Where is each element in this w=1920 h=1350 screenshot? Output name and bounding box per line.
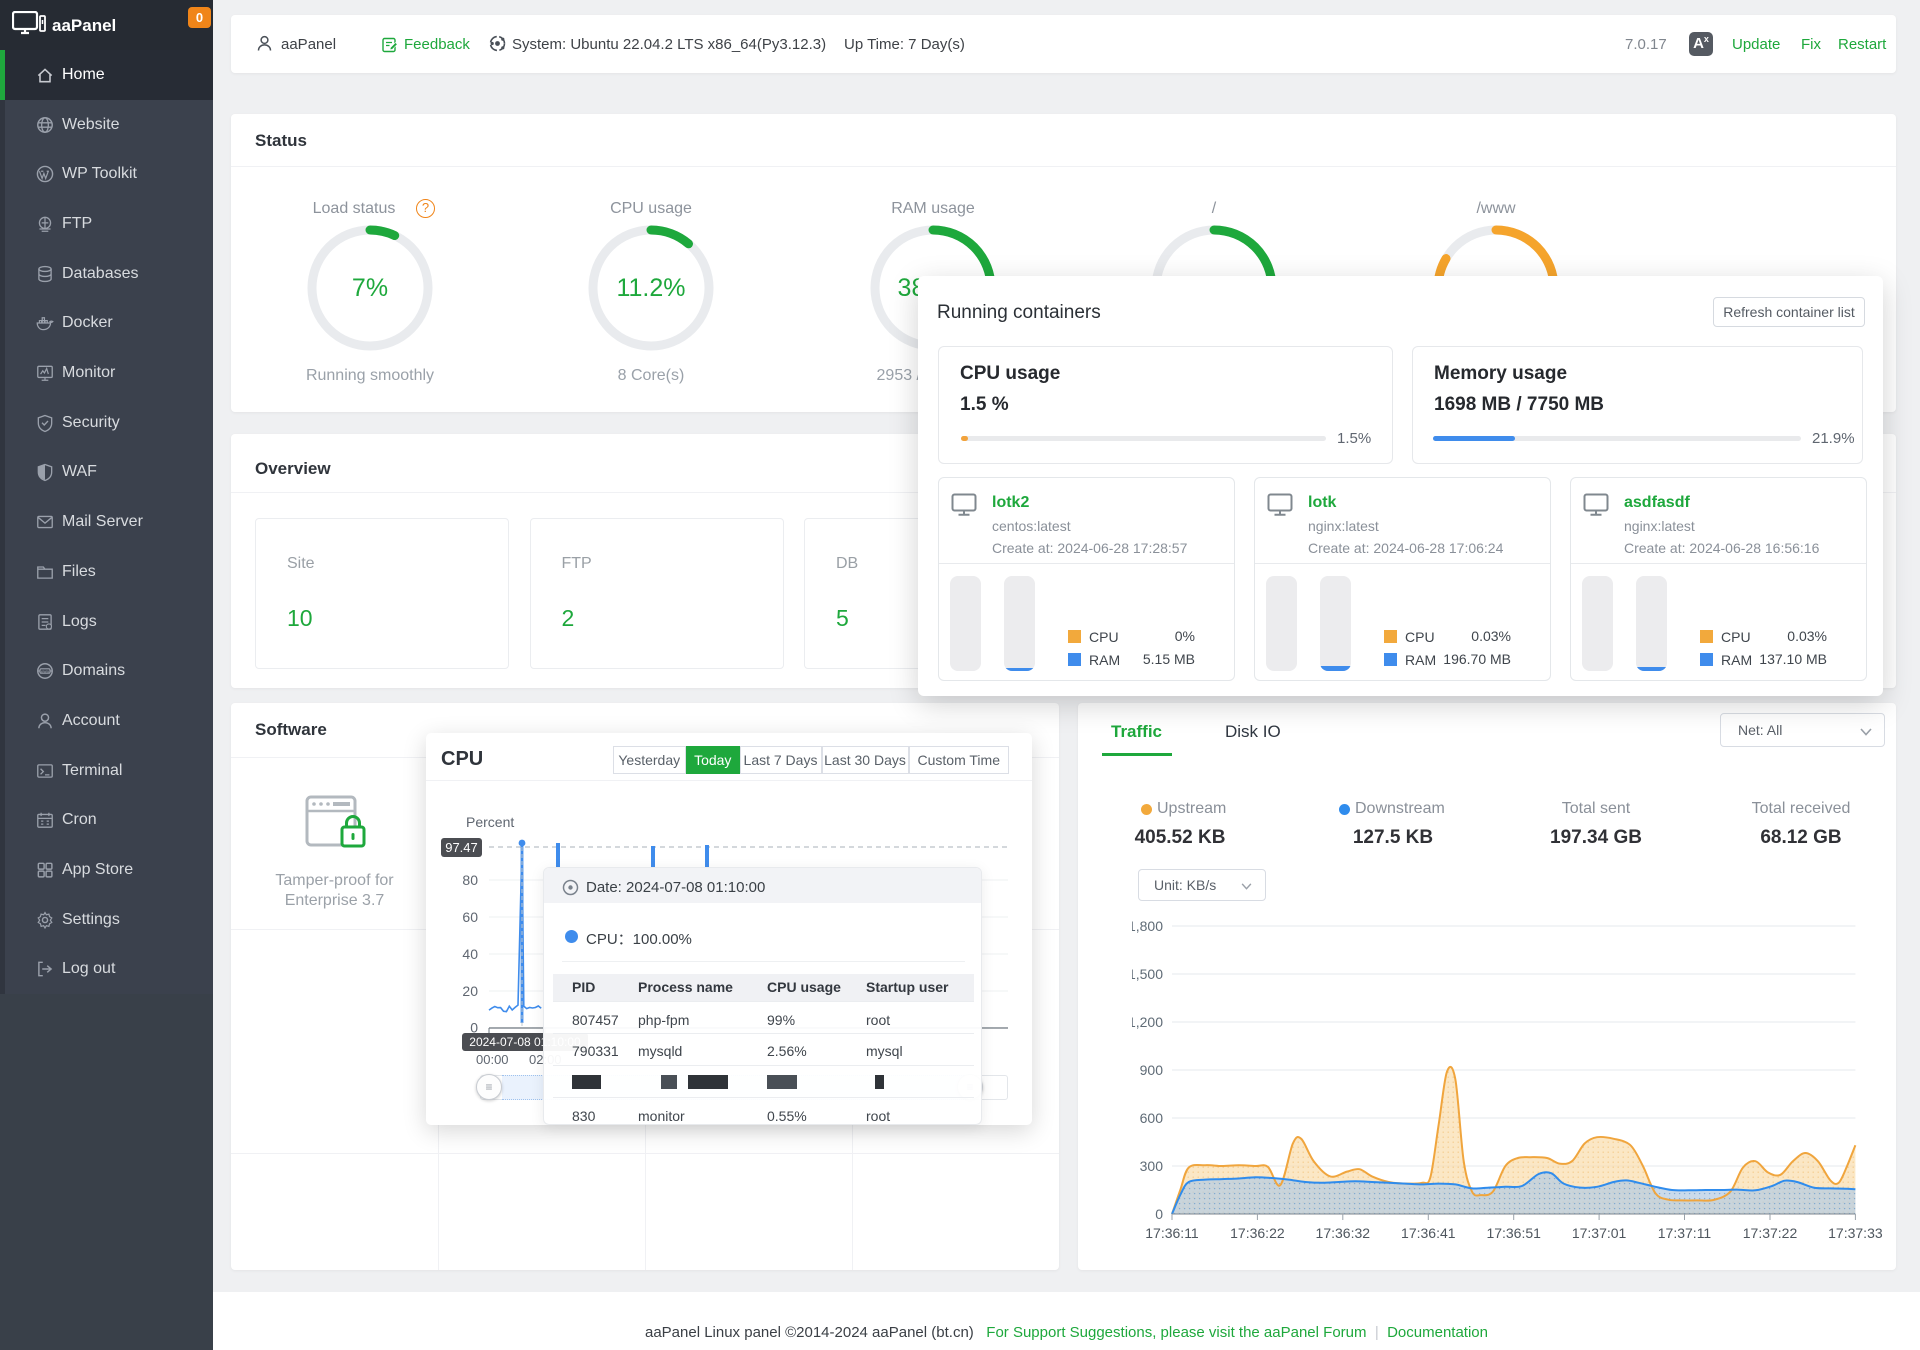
- svg-text:0: 0: [470, 1020, 478, 1033]
- svg-text:17:36:32: 17:36:32: [1316, 1225, 1371, 1241]
- svg-text:17:36:22: 17:36:22: [1230, 1225, 1285, 1241]
- svg-text:40: 40: [462, 946, 478, 962]
- svg-text:17:36:11: 17:36:11: [1145, 1225, 1199, 1241]
- svg-text:17:37:22: 17:37:22: [1743, 1225, 1798, 1241]
- svg-text:17:37:33: 17:37:33: [1828, 1225, 1883, 1241]
- svg-text:20: 20: [462, 983, 478, 999]
- svg-text:1,200: 1,200: [1132, 1014, 1163, 1030]
- svg-text:1,500: 1,500: [1132, 966, 1163, 982]
- svg-text:www: www: [41, 670, 49, 674]
- svg-text:80: 80: [462, 872, 478, 888]
- svg-text:600: 600: [1140, 1110, 1164, 1126]
- svg-text:900: 900: [1140, 1062, 1164, 1078]
- svg-text:60: 60: [462, 909, 478, 925]
- svg-text:300: 300: [1140, 1158, 1164, 1174]
- svg-text:17:37:11: 17:37:11: [1658, 1225, 1712, 1241]
- svg-text:17:37:01: 17:37:01: [1572, 1225, 1627, 1241]
- svg-text:0: 0: [1155, 1206, 1163, 1222]
- svg-text:1,800: 1,800: [1132, 918, 1163, 934]
- svg-text:17:36:41: 17:36:41: [1401, 1225, 1456, 1241]
- svg-text:17:36:51: 17:36:51: [1486, 1225, 1541, 1241]
